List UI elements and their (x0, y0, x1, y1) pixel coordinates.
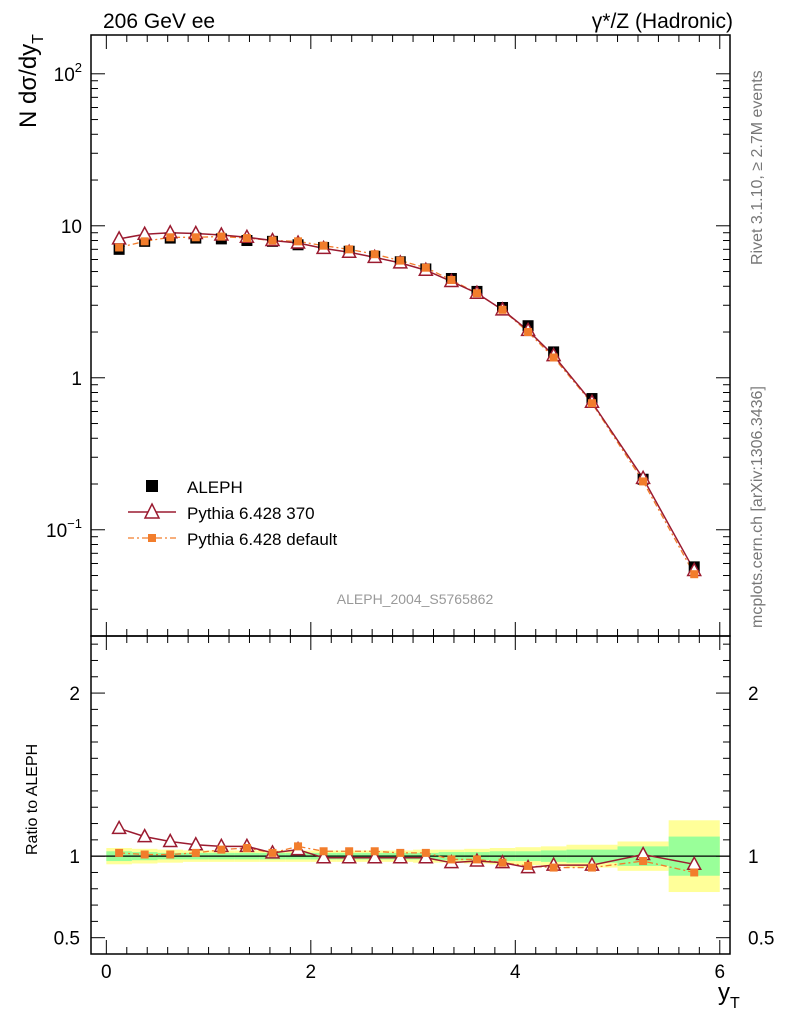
x-axis-label: yT (718, 979, 740, 1012)
ratio-point-pythia-default (587, 863, 596, 872)
point-pythia-default (639, 477, 648, 486)
main-y-tick-label: 102 (54, 60, 82, 86)
main-y-axis-label: N dσ/dyT (15, 34, 47, 128)
legend-item-pythia-default: Pythia 6.428 default (128, 530, 338, 549)
ratio-point-pythia-default (115, 848, 124, 857)
ratio-point-pythia-default (524, 861, 533, 870)
ratio-point-pythia-default (472, 855, 481, 864)
ratio-axes: 0.5 0.5 1 1 2 2 0 2 4 6 (54, 636, 774, 983)
point-pythia-default (140, 237, 149, 246)
header-right-title: γ*/Z (Hadronic) (592, 10, 733, 33)
analysis-label: ALEPH_2004_S5765862 (337, 591, 494, 607)
ratio-point-pythia-370 (111, 819, 127, 835)
point-pythia-default (587, 399, 596, 408)
main-axes: 10−1 1 10 102 (46, 35, 730, 637)
rivet-version-label: Rivet 3.1.10, ≥ 2.7M events (749, 70, 766, 265)
point-pythia-default (242, 234, 251, 243)
legend-item-aleph: ALEPH (146, 478, 243, 497)
point-pythia-default (217, 232, 226, 241)
main-y-tick-label: 1 (71, 369, 82, 390)
ratio-frame (90, 635, 731, 955)
point-pythia-default (690, 570, 699, 579)
point-pythia-default (447, 275, 456, 284)
main-series (111, 224, 702, 579)
ratio-point-pythia-370 (136, 828, 153, 843)
ratio-point-pythia-default (319, 847, 328, 856)
point-pythia-default (421, 263, 430, 272)
ratio-point-pythia-default (370, 847, 379, 856)
point-pythia-default (524, 328, 533, 337)
ratio-point-pythia-default (639, 857, 648, 866)
ratio-y-tick-label-right: 0.5 (748, 929, 774, 950)
ratio-point-pythia-default (498, 858, 507, 867)
ratio-y-tick-label-left: 2 (69, 684, 80, 705)
ratio-point-pythia-370 (366, 849, 383, 864)
ratio-point-pythia-default (191, 848, 200, 857)
ratio-panel: 0.5 0.5 1 1 2 2 0 2 4 6 Ratio to ALEPH yT (24, 635, 774, 1012)
x-tick-label: 0 (101, 962, 112, 983)
series-line-pythia-default (118, 235, 695, 575)
legend: ALEPH Pythia 6.428 370 Pythia 6.428 defa… (128, 478, 338, 549)
legend-marker-aleph (146, 480, 158, 492)
point-pythia-default (345, 245, 354, 254)
point-pythia-default (294, 237, 303, 246)
main-y-tick-label: 10−1 (46, 516, 82, 542)
point-pythia-default (115, 243, 124, 252)
ratio-point-pythia-370 (162, 832, 178, 848)
legend-label-pythia-default: Pythia 6.428 default (187, 530, 338, 549)
ratio-point-pythia-default (549, 863, 558, 872)
x-tick-label: 6 (714, 962, 725, 983)
point-pythia-default (370, 250, 379, 259)
ratio-point-pythia-370 (315, 849, 332, 864)
ratio-point-pythia-default (166, 850, 175, 859)
ratio-point-pythia-370 (341, 849, 357, 864)
ratio-point-pythia-default (396, 848, 405, 857)
point-pythia-default (166, 233, 175, 242)
ratio-series (111, 819, 702, 877)
legend-item-pythia-370: Pythia 6.428 370 (128, 502, 315, 523)
point-pythia-default (396, 256, 405, 265)
legend-label-pythia-370: Pythia 6.428 370 (187, 504, 315, 523)
ratio-point-pythia-default (421, 848, 430, 857)
legend-label-aleph: ALEPH (187, 478, 243, 497)
ratio-point-pythia-default (217, 845, 226, 854)
point-pythia-default (498, 305, 507, 314)
ratio-y-axis-label: Ratio to ALEPH (24, 744, 41, 855)
ratio-y-tick-label-right: 1 (748, 847, 759, 868)
legend-marker-pythia-default (148, 534, 156, 542)
point-pythia-default (268, 236, 277, 245)
x-tick-label: 2 (306, 962, 317, 983)
point-pythia-default (549, 353, 558, 362)
mcplots-label: mcplots.cern.ch [arXiv:1306.3436] (749, 386, 766, 628)
point-pythia-default (472, 289, 481, 298)
ratio-point-pythia-default (447, 855, 456, 864)
ratio-y-tick-label-right: 2 (748, 684, 759, 705)
ratio-point-pythia-default (140, 850, 149, 859)
point-pythia-default (319, 241, 328, 250)
legend-marker-pythia-370 (143, 502, 161, 519)
ratio-y-tick-label-left: 0.5 (54, 929, 80, 950)
ratio-point-pythia-default (690, 868, 699, 877)
x-tick-label: 4 (510, 962, 521, 983)
point-pythia-default (191, 233, 200, 242)
ratio-point-pythia-default (345, 847, 354, 856)
ratio-point-pythia-default (242, 844, 251, 852)
header-left-title: 206 GeV ee (103, 10, 215, 33)
ratio-point-pythia-default (294, 842, 303, 851)
main-y-tick-label: 10 (61, 217, 82, 238)
ratio-y-tick-label-left: 1 (69, 847, 80, 868)
ratio-point-pythia-default (268, 848, 277, 857)
